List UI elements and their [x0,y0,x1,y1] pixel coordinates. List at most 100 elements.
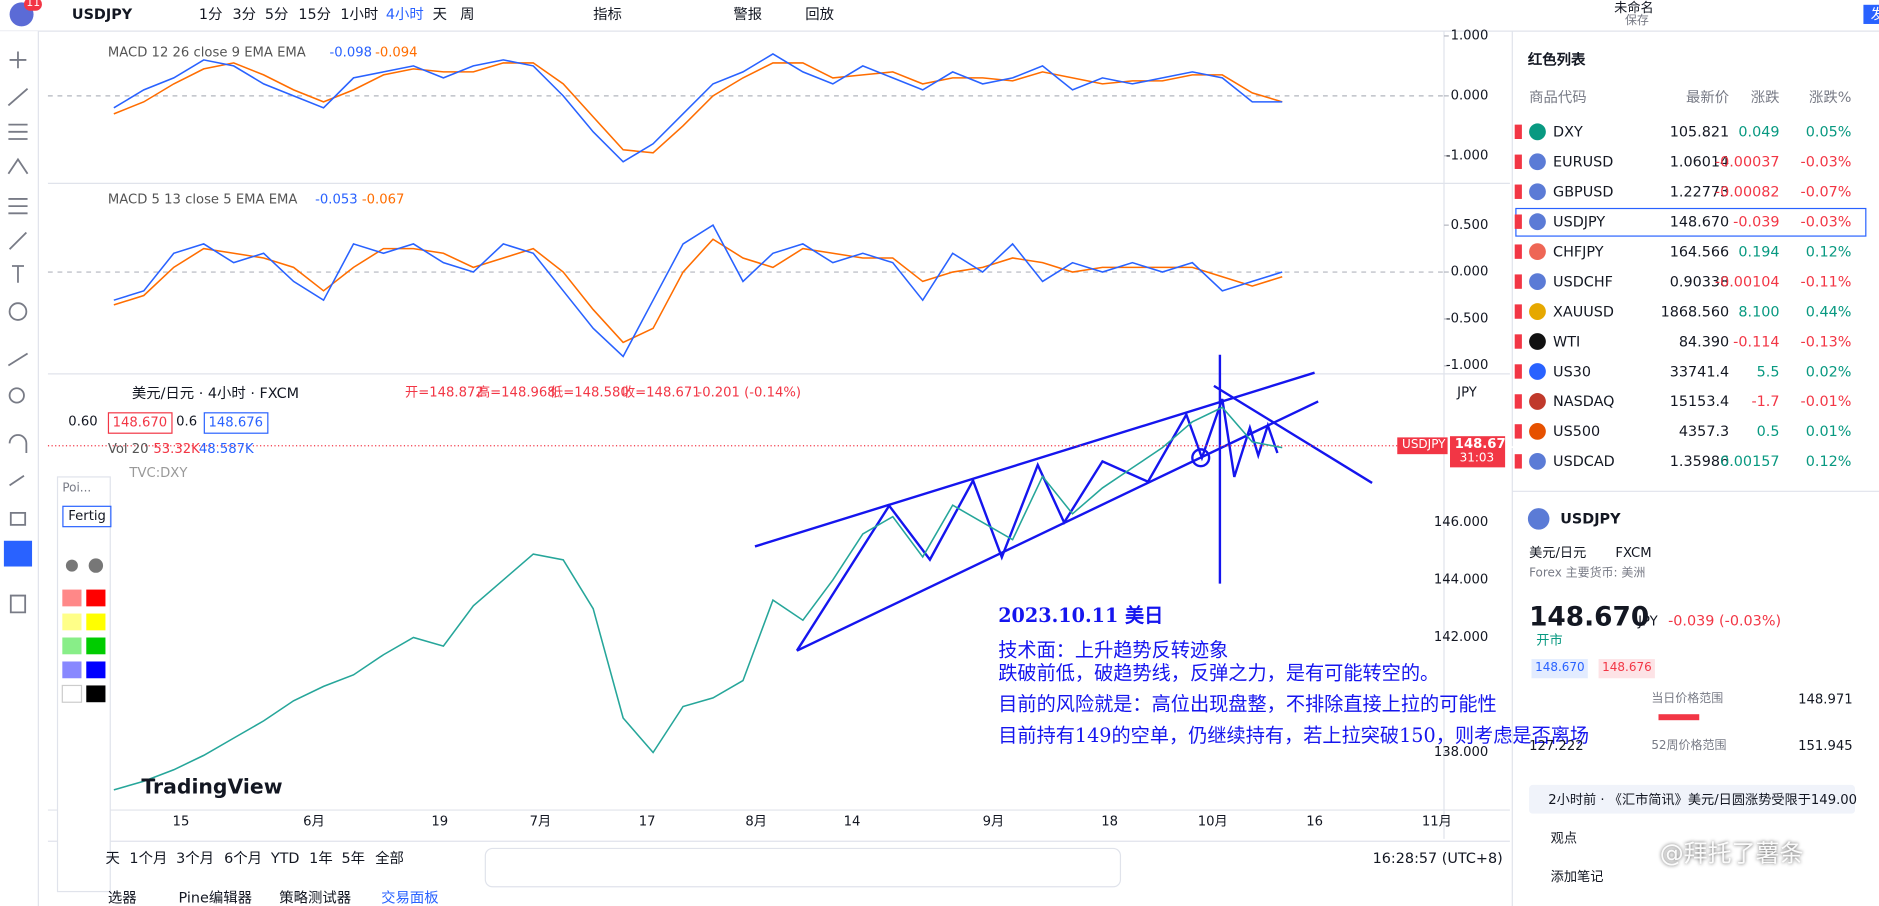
row-symbol[interactable]: USDCHF [1553,273,1613,290]
save[interactable]: 保存 [1624,14,1649,28]
row-symbol[interactable]: USDCAD [1553,452,1615,470]
symbol-icon [1529,153,1546,171]
indicators[interactable]: 指标 [593,5,622,23]
row-symbol[interactable]: GBPUSD [1553,183,1614,201]
interval[interactable]: 天 [432,5,447,23]
bottom-tab[interactable]: 选器 [107,889,137,906]
range-button[interactable]: 1年 [309,849,333,867]
row-symbol[interactable]: XAUUSD [1553,303,1614,320]
bottom-tab[interactable]: 交易面板 [381,889,439,906]
y-tick-label: 138.000 [1433,744,1489,760]
interval[interactable]: 4小时 [385,5,424,23]
layout-name[interactable]: 未命名 [1614,0,1654,16]
row-percent: -0.01% [1800,393,1852,410]
font-button[interactable]: Fertig [62,505,112,528]
range-button[interactable]: 3个月 [176,849,215,867]
row-symbol[interactable]: US500 [1553,423,1601,440]
series-line [113,62,1283,154]
x-tick-label: 11月 [1421,813,1452,830]
flag [1514,454,1522,469]
news-box [1529,784,1856,814]
day-high: 148.971 [1798,691,1853,708]
macd-value: -0.053 [315,191,358,208]
symbol-icon [1529,423,1546,440]
x-tick-label: 17 [638,813,656,830]
row-symbol[interactable]: WTI [1553,333,1581,350]
user-drawings [754,354,1373,652]
symbol-icon [1529,333,1546,350]
row-symbol[interactable]: DXY [1553,123,1583,141]
news[interactable]: 2小时前 · 《汇市简讯》美元/日圆涨势受限于149.00 [1548,792,1858,808]
row-symbol[interactable]: US30 [1553,363,1592,380]
replay[interactable]: 回放 [805,5,835,23]
bottom-tab[interactable]: 策略测试器 [279,889,352,906]
column-header: 商品代码 [1529,88,1587,106]
row-change: -0.00082 [1714,183,1780,201]
publish[interactable]: 发 [1863,4,1879,24]
row-price: 33741.4 [1669,363,1730,380]
annotation-line: 目前的风险就是：高位出现盘整，不排除直接上拉的可能性 [998,692,1497,716]
flag [1514,364,1522,379]
row-symbol[interactable]: NASDAQ [1553,393,1615,410]
flag [1514,334,1522,349]
row-price: 15153.4 [1669,393,1730,410]
row-change: -0.00104 [1714,273,1780,290]
volume-1: 53.32K [153,440,200,457]
annotation-line: 技术面：上升趋势反转迹象 [998,638,1229,662]
row-symbol[interactable]: CHFJPY [1553,243,1604,261]
interval[interactable]: 1小时 [340,5,379,23]
row-price: 84.390 [1678,333,1730,350]
row-price: 1.06014 [1669,153,1730,171]
range-button[interactable]: YTD [270,849,300,867]
watchlist-title[interactable]: 红色列表 [1527,51,1586,69]
row-symbol[interactable]: EURUSD [1553,153,1614,171]
detail-category: Forex 主要货币: 美洲 [1529,566,1646,580]
range-button[interactable]: 全部 [375,849,404,867]
range-button[interactable]: 1个月 [129,849,168,867]
symbol[interactable]: USDJPY [71,5,133,23]
price-tag-symbol: USDJPY [1402,438,1446,452]
symbol-icon [1529,273,1546,290]
spread: 0.6 [176,413,198,430]
clock: 16:28:57 (UTC+8) [1372,849,1503,867]
symbol-icon [1529,243,1546,261]
interval[interactable]: 15分 [298,5,332,23]
row-change: 8.100 [1738,303,1780,320]
interval[interactable]: 3分 [232,5,257,23]
interval[interactable]: 5分 [264,5,289,23]
annotation-date: 2023.10.11 美日 [998,603,1164,627]
symbol-icon [1529,363,1546,380]
week52-high: 151.945 [1798,738,1853,754]
detail-symbol: USDJPY [1560,510,1621,528]
interval[interactable]: 1分 [198,5,223,23]
row-change: 5.5 [1756,363,1780,380]
symbol-icon [1529,123,1546,141]
currency[interactable]: JPY [1457,384,1477,401]
flag [1514,124,1522,140]
row-symbol[interactable]: USDJPY [1553,213,1606,231]
row-percent: -0.03% [1800,153,1852,171]
bottom-tab[interactable]: Pine编辑器 [178,889,253,906]
series-line [113,224,1283,358]
add-note[interactable]: 添加笔记 [1550,868,1604,885]
compare: TVC:DXY [129,464,188,481]
range-button[interactable]: 6个月 [224,849,263,867]
y-tick-label: 142.000 [1433,629,1489,645]
interval[interactable]: 周 [460,5,475,23]
chart-title: 美元/日元 · 4小时 · FXCM [131,384,300,402]
range-button[interactable]: 5年 [341,849,366,867]
ideas[interactable]: 观点 [1550,830,1578,847]
x-tick-label: 10月 [1197,813,1228,830]
row-percent: 0.44% [1805,303,1852,320]
detail-name: 美元/日元 [1529,545,1587,561]
range-button[interactable]: 天 [105,849,120,867]
alerts[interactable]: 警报 [733,5,763,23]
y-tick-label: -1.000 [1445,147,1489,163]
drawing-panel [56,476,111,893]
y-tick-label: 144.000 [1433,571,1489,588]
x-tick-label: 18 [1101,813,1119,830]
color-swatches [61,558,106,703]
